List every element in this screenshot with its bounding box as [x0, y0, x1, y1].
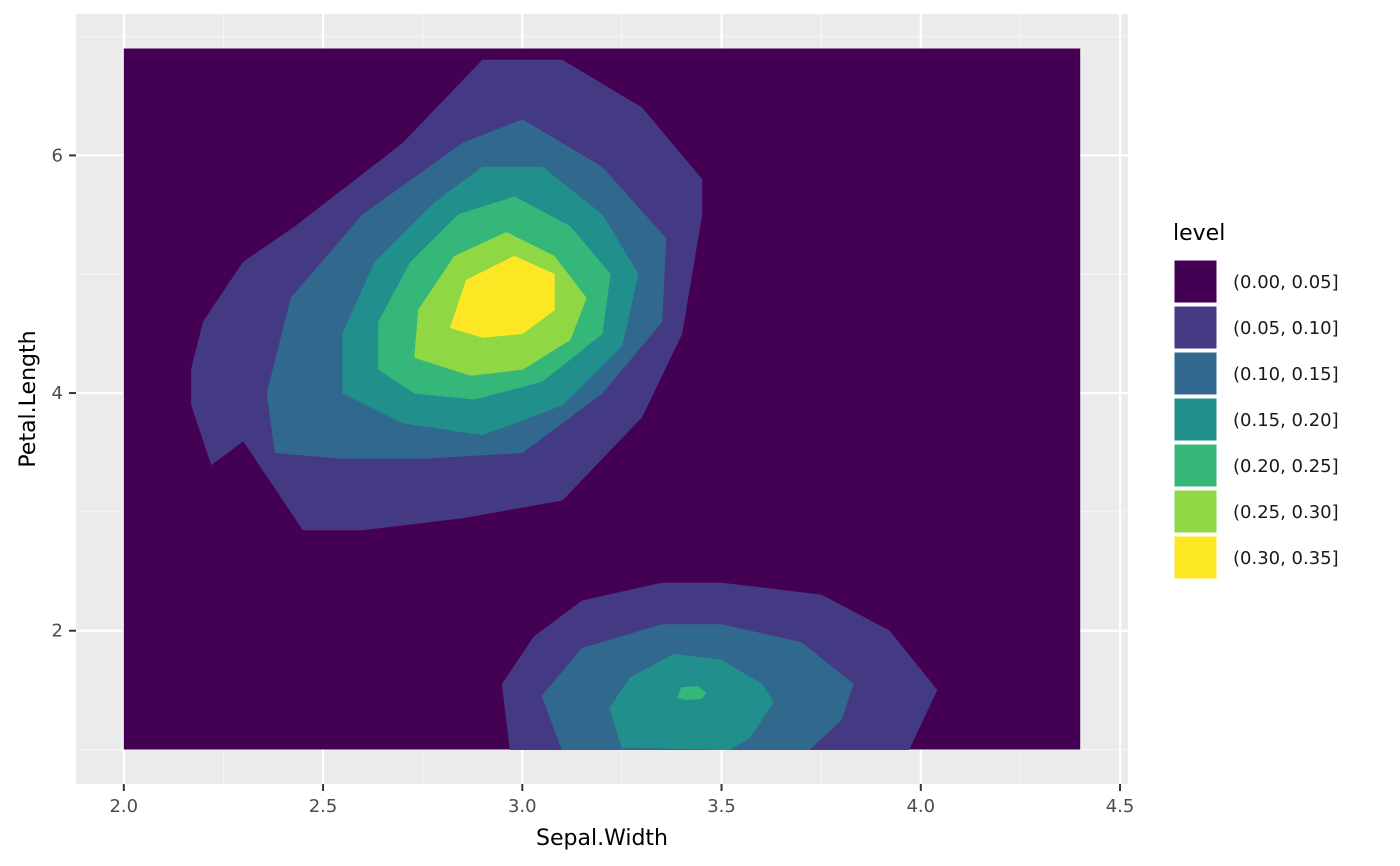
x-tick-label: 3.0 — [508, 796, 537, 817]
legend-label: (0.20, 0.25] — [1233, 456, 1339, 477]
legend-swatch — [1172, 304, 1219, 351]
legend-items: (0.00, 0.05] (0.05, 0.10] (0.10, 0.15] (0.1… — [1172, 258, 1339, 581]
legend-swatch — [1172, 534, 1219, 581]
x-axis-title: Sepal.Width — [536, 826, 668, 851]
legend-swatch — [1172, 350, 1219, 397]
y-axis: 2 4 6 — [52, 145, 76, 642]
x-tick-label: 2.0 — [109, 796, 138, 817]
x-axis: 2.0 2.5 3.0 3.5 4.0 4.5 — [109, 784, 1134, 817]
y-axis-title: Petal.Length — [16, 330, 41, 467]
legend-swatch — [1172, 396, 1219, 443]
x-tick-label: 4.5 — [1106, 796, 1135, 817]
legend: level (0.00, 0.05] (0.05, 0.10] (0.10, 0.1… — [1172, 221, 1339, 581]
legend-title: level — [1173, 221, 1225, 246]
legend-label: (0.15, 0.20] — [1233, 410, 1339, 431]
x-tick-label: 4.0 — [906, 796, 935, 817]
legend-label: (0.25, 0.30] — [1233, 502, 1339, 523]
contour-band-lower-4 — [677, 686, 707, 701]
x-tick-label: 2.5 — [309, 796, 338, 817]
legend-swatch — [1172, 488, 1219, 535]
x-tick-label: 3.5 — [707, 796, 736, 817]
contour-band-lower-3 — [609, 654, 774, 750]
legend-label: (0.05, 0.10] — [1233, 318, 1339, 339]
contour-band-upper-6 — [450, 255, 555, 338]
y-tick-label: 6 — [52, 145, 63, 166]
density-contour-bands — [123, 48, 1081, 750]
legend-label: (0.00, 0.05] — [1233, 272, 1339, 293]
y-tick-label: 2 — [52, 621, 63, 642]
y-tick-label: 4 — [52, 383, 63, 404]
legend-swatch — [1172, 258, 1219, 305]
legend-label: (0.10, 0.15] — [1233, 364, 1339, 385]
legend-label: (0.30, 0.35] — [1233, 548, 1339, 569]
legend-swatch — [1172, 442, 1219, 489]
